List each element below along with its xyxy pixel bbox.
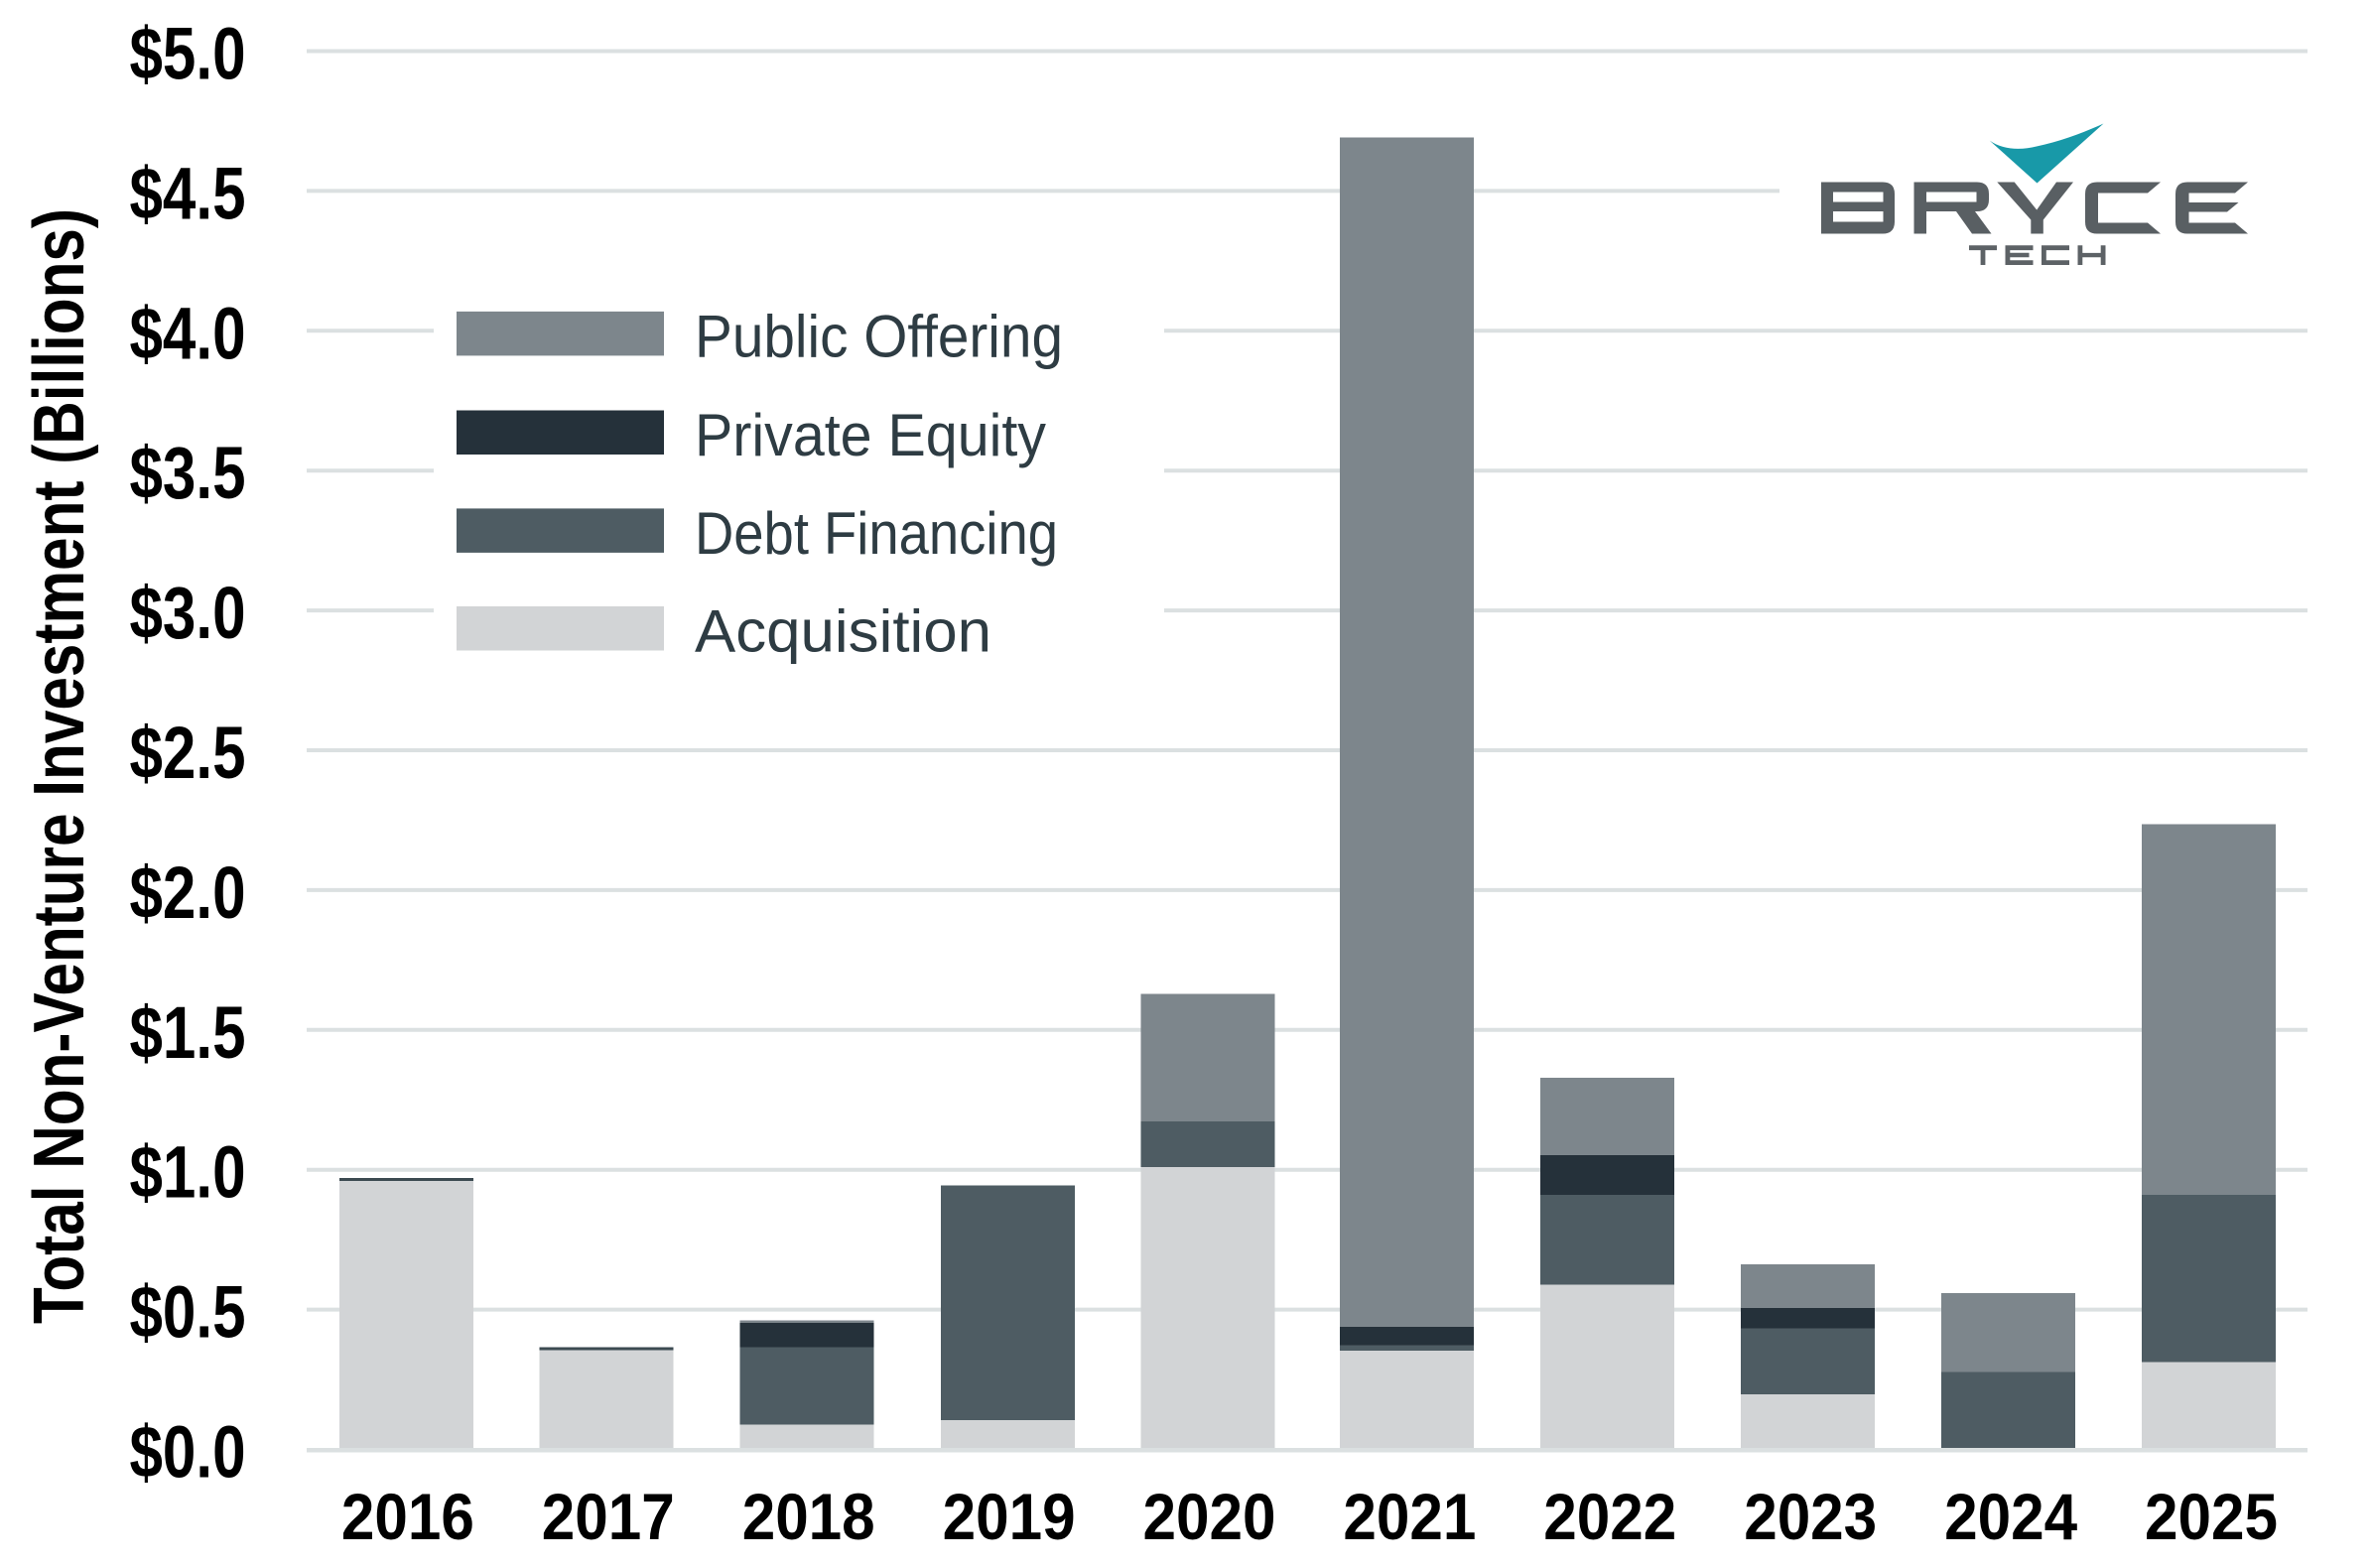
svg-text:Private Equity: Private Equity xyxy=(695,402,1046,468)
svg-text:$5.0: $5.0 xyxy=(130,13,246,95)
svg-text:2018: 2018 xyxy=(742,1480,875,1553)
svg-text:Debt Financing: Debt Financing xyxy=(695,500,1058,567)
svg-text:$1.5: $1.5 xyxy=(130,991,246,1074)
svg-text:$2.5: $2.5 xyxy=(130,712,246,794)
svg-text:2024: 2024 xyxy=(1944,1480,2077,1553)
svg-text:$4.0: $4.0 xyxy=(130,292,246,374)
svg-text:Total Non-Venture Investment (: Total Non-Venture Investment (Billions) xyxy=(20,208,99,1324)
svg-text:$0.0: $0.0 xyxy=(130,1411,246,1494)
svg-text:$1.0: $1.0 xyxy=(130,1131,246,1214)
svg-text:$3.0: $3.0 xyxy=(130,572,246,654)
svg-text:2020: 2020 xyxy=(1143,1480,1276,1553)
svg-text:Acquisition: Acquisition xyxy=(695,598,991,665)
svg-text:2017: 2017 xyxy=(542,1480,675,1553)
svg-text:$2.0: $2.0 xyxy=(130,851,246,934)
svg-text:2022: 2022 xyxy=(1543,1480,1676,1553)
svg-text:$3.5: $3.5 xyxy=(130,432,246,514)
svg-text:2023: 2023 xyxy=(1744,1480,1877,1553)
svg-text:2021: 2021 xyxy=(1343,1480,1476,1553)
svg-text:Public Offering: Public Offering xyxy=(695,304,1063,370)
svg-text:2016: 2016 xyxy=(341,1480,474,1553)
svg-text:$0.5: $0.5 xyxy=(130,1271,246,1354)
svg-text:2025: 2025 xyxy=(2145,1480,2278,1553)
svg-text:$4.5: $4.5 xyxy=(130,152,246,234)
svg-text:2019: 2019 xyxy=(943,1480,1076,1553)
